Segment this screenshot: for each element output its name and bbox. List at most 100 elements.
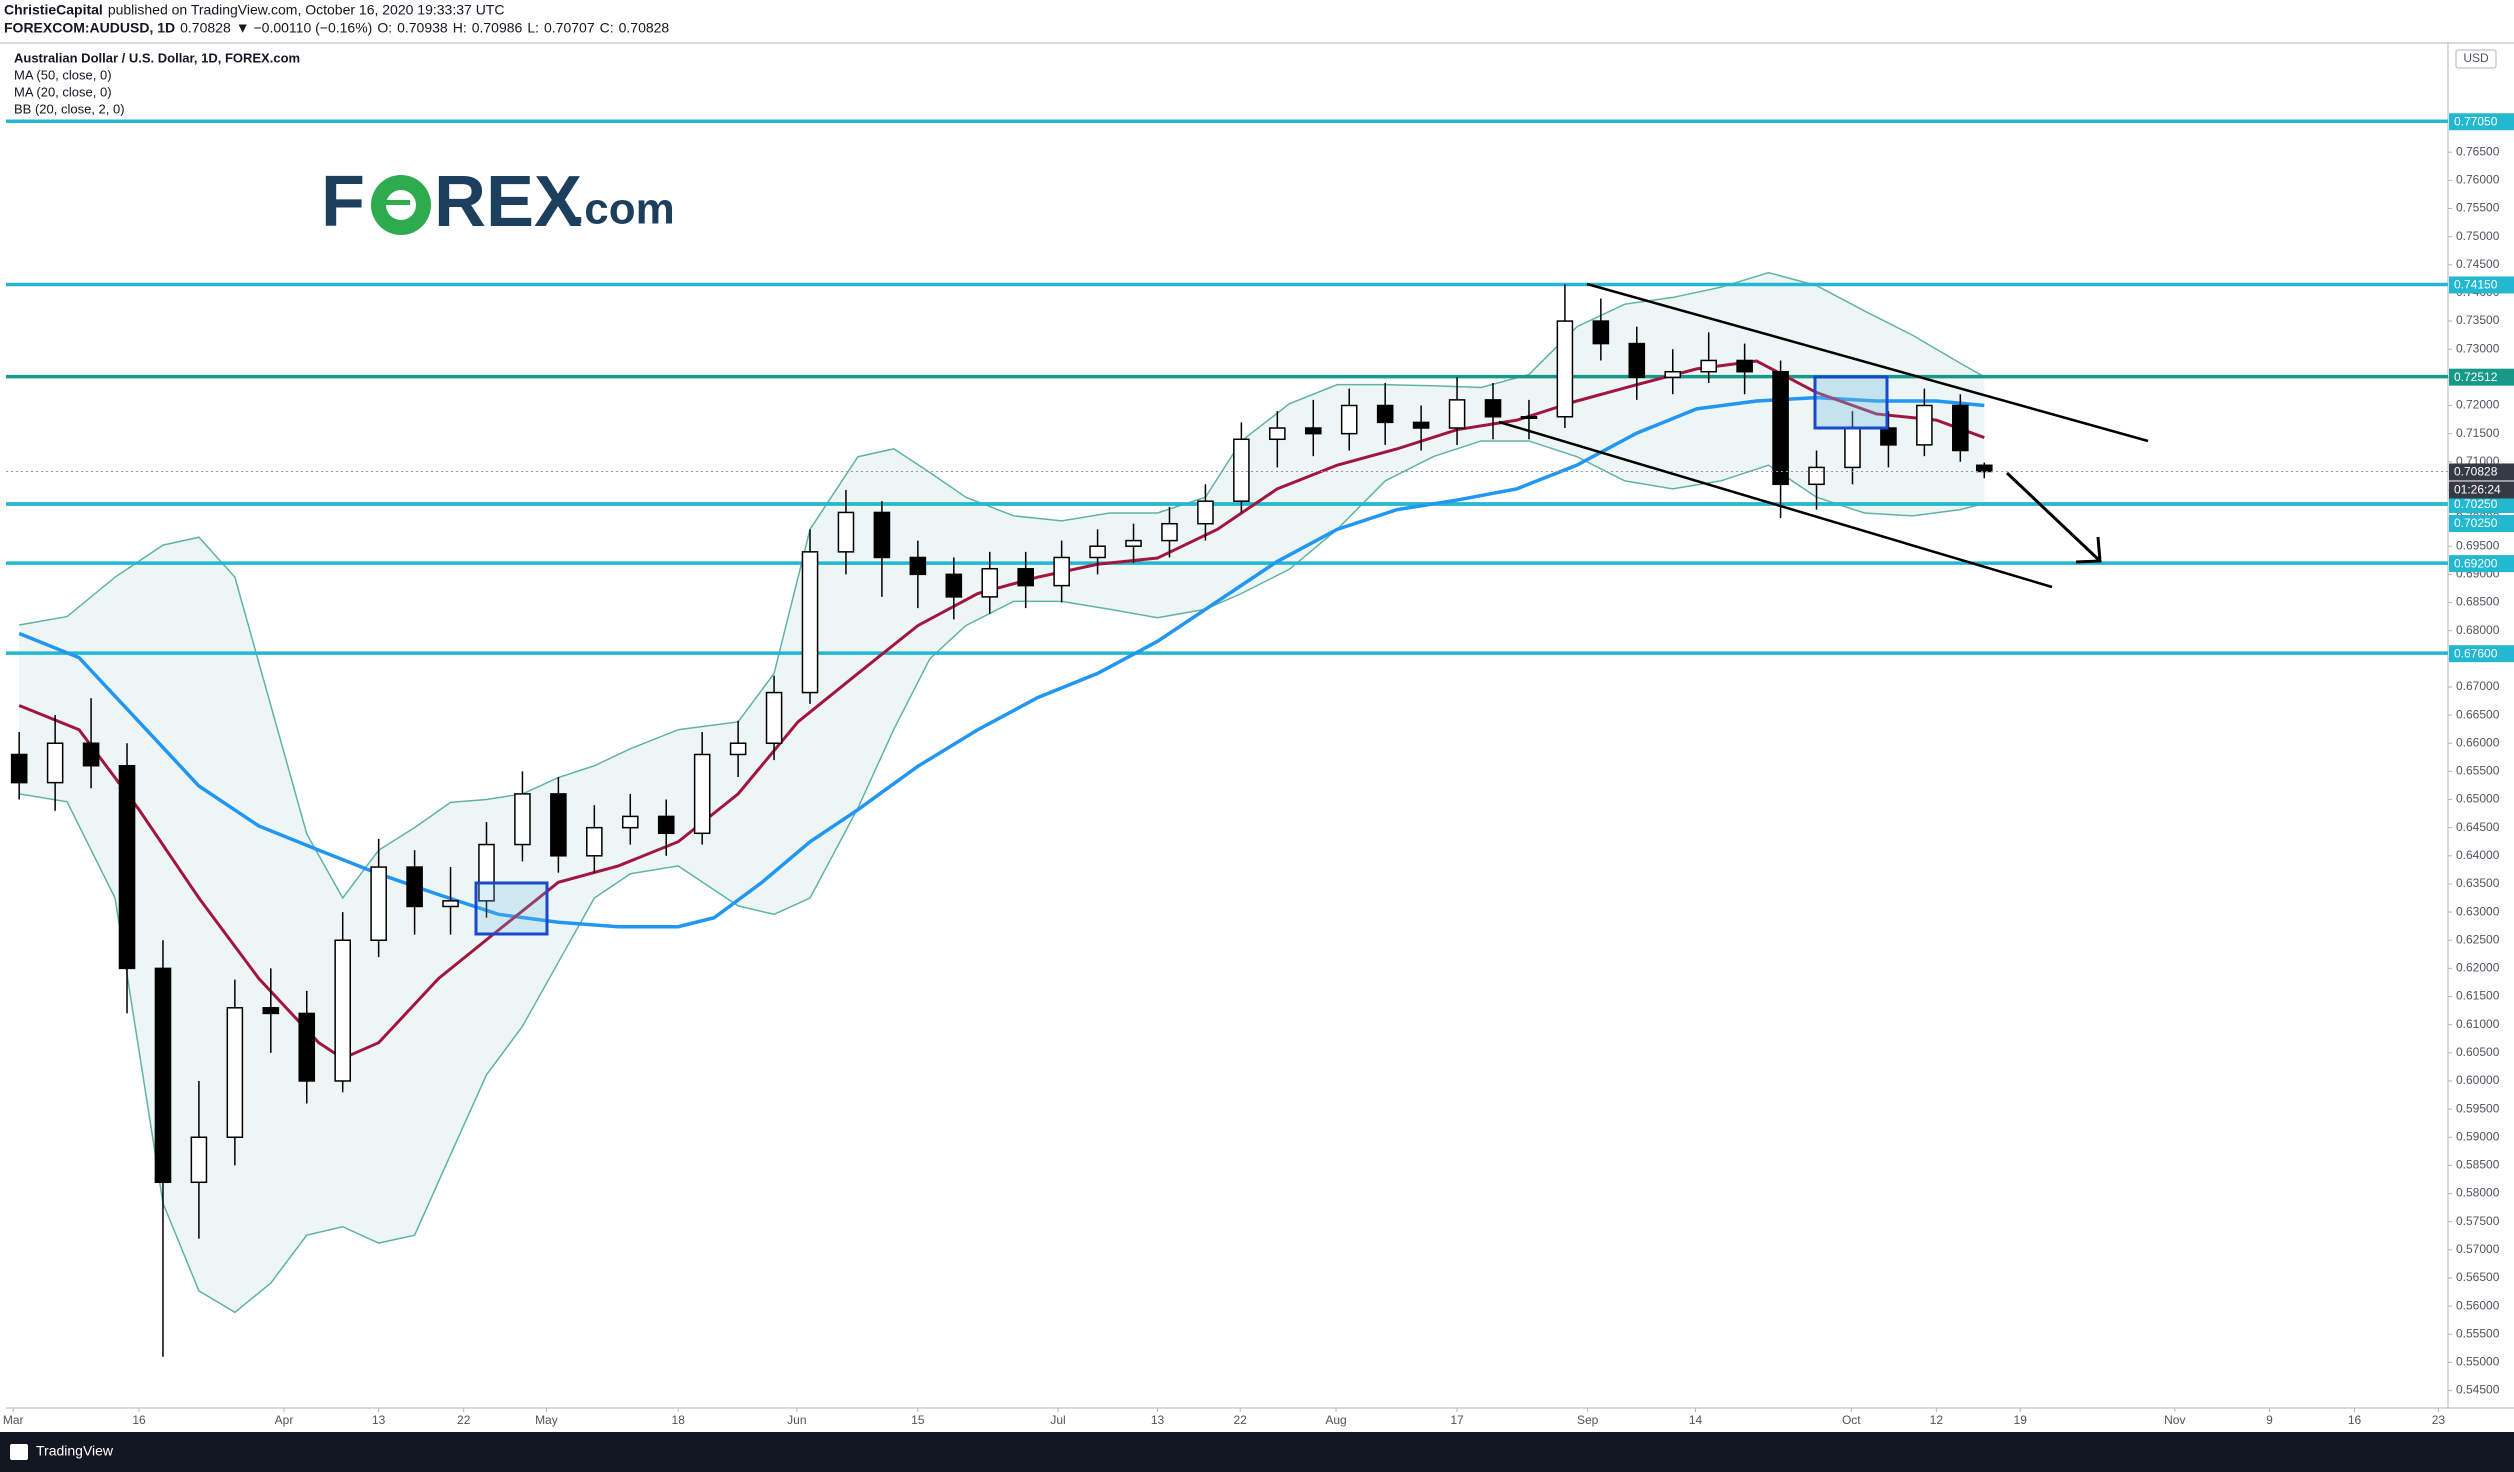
y-tick-label: 0.62500: [2456, 932, 2500, 946]
y-tick-label: 0.66500: [2456, 707, 2500, 721]
candle-body: [1197, 500, 1214, 525]
x-tick-label: 22: [1234, 1413, 1248, 1427]
y-tick-label: 0.63000: [2456, 904, 2500, 918]
level-tag-label: 0.72512: [2454, 370, 2498, 384]
open-value: 0.70938: [397, 20, 448, 36]
candle-body: [1053, 556, 1070, 587]
candle-body: [1700, 359, 1717, 373]
level-tag-label: 0.74150: [2454, 278, 2498, 292]
candle-body: [1125, 539, 1142, 547]
legend-ma20: MA (20, close, 0): [14, 84, 112, 99]
x-tick-label: Aug: [1325, 1413, 1346, 1427]
x-tick-label: 13: [372, 1413, 386, 1427]
level-tag: [2449, 645, 2514, 663]
arrow-head: [2075, 536, 2102, 564]
candle-body: [1772, 370, 1789, 486]
y-tick-label: 0.65000: [2456, 792, 2500, 806]
y-tick-label: 0.58000: [2456, 1186, 2500, 1200]
candle-body: [873, 511, 891, 559]
y-tick-label: 0.76500: [2456, 144, 2500, 158]
level-tag: [2449, 113, 2514, 131]
y-tick-label: 0.73000: [2456, 341, 2500, 355]
candle-body: [1017, 567, 1034, 587]
close-label: C:: [600, 20, 614, 36]
candle-body: [1808, 466, 1825, 486]
y-tick-label: 0.57000: [2456, 1242, 2500, 1256]
candle-body: [1161, 522, 1178, 542]
x-tick-label: 19: [2014, 1413, 2028, 1427]
close-value: 0.70828: [619, 20, 670, 36]
candle-body: [981, 567, 999, 598]
candle-body: [693, 753, 711, 835]
candle-body: [1844, 427, 1861, 469]
candle-body: [370, 866, 387, 941]
candle-body: [1269, 427, 1286, 441]
x-tick-label: 12: [1930, 1413, 1944, 1427]
logo-f: F: [321, 162, 365, 242]
y-tick-label: 0.65500: [2456, 764, 2500, 778]
candle-body: [1340, 404, 1358, 435]
candle-body: [190, 1136, 208, 1184]
last-price: 0.70828: [180, 20, 231, 36]
header: ChristieCapital published on TradingView.…: [4, 2, 669, 36]
level-tag: [2449, 496, 2514, 514]
last-price-tag: [2449, 463, 2514, 481]
currency: USD: [2463, 51, 2489, 65]
x-tick-label: 15: [911, 1413, 925, 1427]
legend-ma50: MA (50, close, 0): [14, 67, 112, 82]
high-label: H:: [453, 20, 467, 36]
candle-body: [442, 900, 459, 908]
axes: USD 0.54500 0.55000 0.55500 0.56000 0.56500 0…: [3, 49, 2514, 1427]
footer-icon: [10, 1444, 28, 1460]
candle-body: [10, 753, 28, 784]
candle-body: [1975, 464, 1993, 473]
candle-body: [1376, 404, 1394, 424]
candle-body: [82, 742, 100, 767]
low-value: 0.70707: [544, 20, 595, 36]
level-tag-label: 0.77050: [2454, 114, 2498, 128]
countdown-label: 01:26:24: [2454, 483, 2501, 497]
y-tick-label: 0.64000: [2456, 848, 2500, 862]
candle-body: [1880, 427, 1897, 446]
candle-body: [1089, 545, 1106, 559]
candle-body: [334, 939, 352, 1082]
y-tick-label: 0.63500: [2456, 876, 2500, 890]
x-tick-label: Jul: [1050, 1413, 1065, 1427]
highlight-box: [474, 881, 549, 936]
candle-body: [226, 1007, 244, 1139]
price-change: ▼ −0.00110 (−0.16%): [236, 20, 373, 36]
candle-body: [765, 691, 783, 744]
candle-body: [1736, 359, 1753, 373]
x-tick-label: Apr: [275, 1413, 294, 1427]
last-price-tag-label: 0.70828: [2454, 465, 2498, 479]
candle-body: [586, 826, 603, 857]
level-tag: [2449, 368, 2514, 386]
footer-bar: [0, 1432, 2514, 1472]
candle-body: [1556, 320, 1574, 418]
candle-body: [837, 511, 855, 553]
level-tag: [2449, 276, 2514, 294]
y-tick-label: 0.75500: [2456, 201, 2500, 215]
y-tick-label: 0.56000: [2456, 1298, 2500, 1312]
countdown-tag: [2449, 481, 2514, 499]
y-tick-label: 0.55000: [2456, 1355, 2500, 1369]
bollinger-upper: [19, 271, 1985, 900]
candle-body: [478, 843, 495, 902]
y-tick-label: 0.69500: [2456, 538, 2500, 552]
chart-title: Australian Dollar / U.S. Dollar, 1D, FOR…: [14, 50, 300, 65]
candle-body: [1412, 421, 1430, 429]
candle-body: [1592, 320, 1610, 345]
x-tick-label: 17: [1450, 1413, 1464, 1427]
y-tick-label: 0.55500: [2456, 1326, 2500, 1340]
y-tick-label: 0.64500: [2456, 820, 2500, 834]
candle-body: [514, 793, 531, 846]
x-tick-label: 13: [1151, 1413, 1165, 1427]
y-tick-label: 0.57500: [2456, 1214, 2500, 1228]
candle-body: [729, 742, 747, 756]
candles-layer: [6, 284, 2448, 1357]
channel-upper: [1586, 282, 2149, 443]
y-tick-label: 0.71500: [2456, 426, 2500, 440]
y-tick-label: 0.58500: [2456, 1158, 2500, 1172]
candle-body: [1916, 404, 1933, 446]
